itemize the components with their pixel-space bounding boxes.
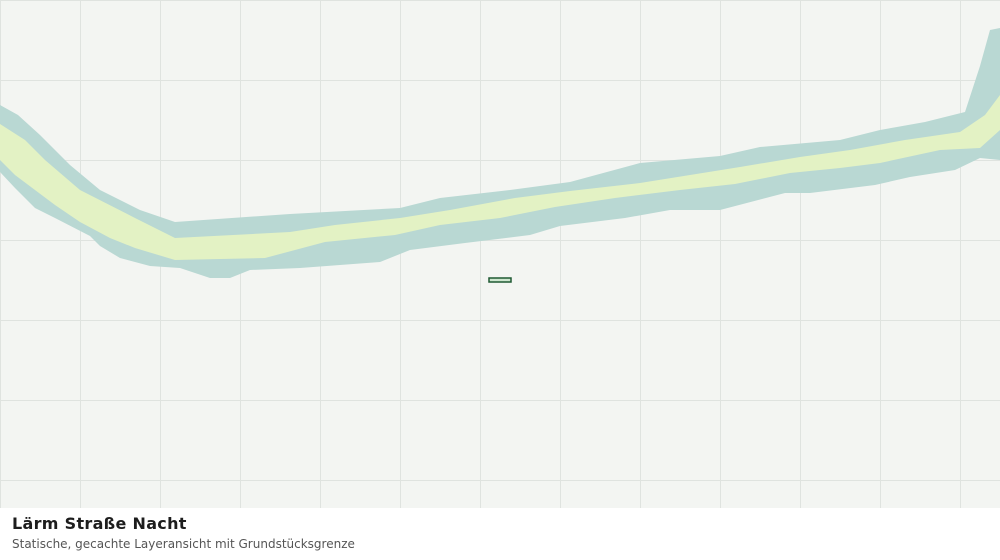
parcel-boundary	[488, 277, 512, 283]
caption: Lärm Straße Nacht Statische, gecachte La…	[0, 508, 1000, 560]
layer-subtitle: Statische, gecachte Layeransicht mit Gru…	[12, 537, 355, 551]
layer-title: Lärm Straße Nacht	[12, 514, 187, 533]
tile-grid	[0, 0, 1000, 508]
noise-band-outer	[0, 28, 1000, 278]
map-canvas	[0, 0, 1000, 508]
